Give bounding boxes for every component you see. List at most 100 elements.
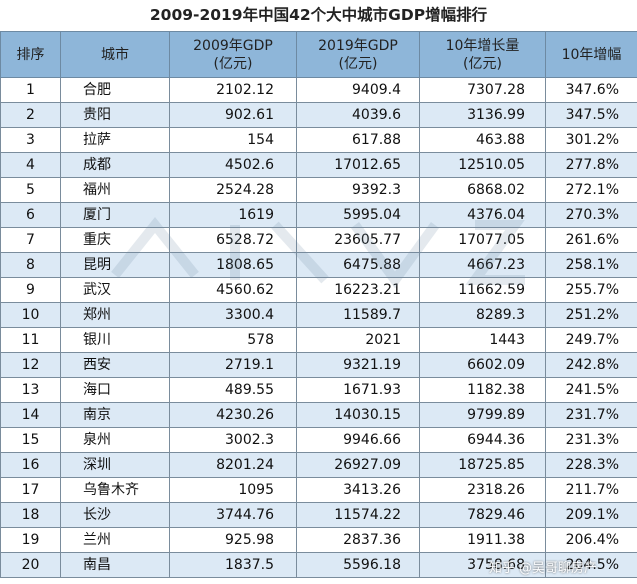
header-gdp-2009-unit: (亿元)	[213, 55, 253, 72]
watermark-text: 知乎 @吴哥聊房产	[488, 561, 597, 576]
cell-gdp-2009: 925.98	[169, 527, 297, 553]
table-header-row: 排序 城市 2009年GDP (亿元) 2019年GDP (亿元) 10年增长量…	[0, 31, 637, 78]
cell-rate: 255.7%	[545, 277, 637, 303]
cell-rate: 206.4%	[545, 527, 637, 553]
cell-gdp-2019: 9946.66	[296, 427, 420, 453]
cell-rate: 272.1%	[545, 177, 637, 203]
cell-rate: 251.2%	[545, 302, 637, 328]
cell-rank: 5	[0, 177, 61, 203]
cell-rank: 2	[0, 102, 61, 128]
table-row: 4 成都 4502.6 17012.65 12510.05 277.8%	[0, 152, 637, 178]
cell-gdp-2019: 11574.22	[296, 502, 420, 528]
cell-rank: 4	[0, 152, 61, 178]
cell-city: 泉州	[60, 427, 170, 453]
cell-gdp-2009: 8201.24	[169, 452, 297, 478]
cell-city: 南京	[60, 402, 170, 428]
cell-gdp-2019: 11589.7	[296, 302, 420, 328]
table-row: 1 合肥 2102.12 9409.4 7307.28 347.6%	[0, 77, 637, 103]
cell-gdp-2009: 2719.1	[169, 352, 297, 378]
cell-growth: 2318.26	[419, 477, 546, 503]
cell-growth: 463.88	[419, 127, 546, 153]
header-growth-label: 10年增长量	[445, 37, 520, 54]
cell-rate: 231.3%	[545, 427, 637, 453]
cell-gdp-2009: 1808.65	[169, 252, 297, 278]
cell-gdp-2019: 617.88	[296, 127, 420, 153]
cell-rate: 249.7%	[545, 327, 637, 353]
cell-rank: 12	[0, 352, 61, 378]
cell-rank: 19	[0, 527, 61, 553]
cell-city: 兰州	[60, 527, 170, 553]
cell-gdp-2009: 3002.3	[169, 427, 297, 453]
cell-rate: 270.3%	[545, 202, 637, 228]
cell-rate: 301.2%	[545, 127, 637, 153]
cell-city: 厦门	[60, 202, 170, 228]
cell-gdp-2009: 3300.4	[169, 302, 297, 328]
cell-rate: 261.6%	[545, 227, 637, 253]
cell-city: 拉萨	[60, 127, 170, 153]
cell-gdp-2019: 5596.18	[296, 552, 420, 578]
table-row: 15 泉州 3002.3 9946.66 6944.36 231.3%	[0, 427, 637, 453]
cell-rate: 231.7%	[545, 402, 637, 428]
table-row: 19 兰州 925.98 2837.36 1911.38 206.4%	[0, 527, 637, 553]
cell-rank: 7	[0, 227, 61, 253]
header-gdp-2019-label: 2019年GDP	[318, 37, 398, 54]
cell-growth: 7829.46	[419, 502, 546, 528]
cell-growth: 1182.38	[419, 377, 546, 403]
table-row: 2 贵阳 902.61 4039.6 3136.99 347.5%	[0, 102, 637, 128]
cell-gdp-2009: 4230.26	[169, 402, 297, 428]
cell-city: 重庆	[60, 227, 170, 253]
table-row: 13 海口 489.55 1671.93 1182.38 241.5%	[0, 377, 637, 403]
cell-city: 武汉	[60, 277, 170, 303]
cell-gdp-2019: 1671.93	[296, 377, 420, 403]
cell-rank: 3	[0, 127, 61, 153]
cell-gdp-2019: 14030.15	[296, 402, 420, 428]
cell-city: 银川	[60, 327, 170, 353]
cell-city: 成都	[60, 152, 170, 178]
cell-rank: 10	[0, 302, 61, 328]
table-row: 7 重庆 6528.72 23605.77 17077.05 261.6%	[0, 227, 637, 253]
cell-gdp-2009: 154	[169, 127, 297, 153]
cell-growth: 9799.89	[419, 402, 546, 428]
cell-growth: 1911.38	[419, 527, 546, 553]
header-gdp-2009: 2009年GDP (亿元)	[169, 31, 297, 78]
cell-city: 海口	[60, 377, 170, 403]
cell-gdp-2019: 23605.77	[296, 227, 420, 253]
cell-gdp-2009: 489.55	[169, 377, 297, 403]
cell-rank: 13	[0, 377, 61, 403]
cell-rate: 258.1%	[545, 252, 637, 278]
cell-gdp-2009: 6528.72	[169, 227, 297, 253]
table-row: 11 银川 578 2021 1443 249.7%	[0, 327, 637, 353]
cell-growth: 7307.28	[419, 77, 546, 103]
cell-city: 合肥	[60, 77, 170, 103]
header-growth-unit: (亿元)	[463, 55, 502, 72]
cell-gdp-2009: 4502.6	[169, 152, 297, 178]
cell-city: 南昌	[60, 552, 170, 578]
cell-growth: 4376.04	[419, 202, 546, 228]
table-row: 3 拉萨 154 617.88 463.88 301.2%	[0, 127, 637, 153]
table-row: 9 武汉 4560.62 16223.21 11662.59 255.7%	[0, 277, 637, 303]
cell-gdp-2019: 2021	[296, 327, 420, 353]
header-growth: 10年增长量 (亿元)	[419, 31, 546, 78]
header-rank: 排序	[0, 31, 61, 78]
cell-rank: 20	[0, 552, 61, 578]
table-row: 5 福州 2524.28 9392.3 6868.02 272.1%	[0, 177, 637, 203]
cell-growth: 8289.3	[419, 302, 546, 328]
cell-rank: 1	[0, 77, 61, 103]
cell-growth: 11662.59	[419, 277, 546, 303]
cell-gdp-2009: 1095	[169, 477, 297, 503]
cell-gdp-2009: 2102.12	[169, 77, 297, 103]
header-gdp-2009-label: 2009年GDP	[193, 37, 273, 54]
cell-gdp-2019: 4039.6	[296, 102, 420, 128]
cell-rank: 11	[0, 327, 61, 353]
table-row: 12 西安 2719.1 9321.19 6602.09 242.8%	[0, 352, 637, 378]
cell-rate: 209.1%	[545, 502, 637, 528]
cell-growth: 17077.05	[419, 227, 546, 253]
cell-gdp-2009: 578	[169, 327, 297, 353]
header-city: 城市	[60, 31, 170, 78]
table-body: 1 合肥 2102.12 9409.4 7307.28 347.6% 2 贵阳 902.61 40…	[0, 77, 637, 578]
cell-gdp-2019: 9321.19	[296, 352, 420, 378]
cell-rate: 347.6%	[545, 77, 637, 103]
cell-gdp-2009: 902.61	[169, 102, 297, 128]
cell-city: 深圳	[60, 452, 170, 478]
header-rate: 10年增幅	[545, 31, 637, 78]
